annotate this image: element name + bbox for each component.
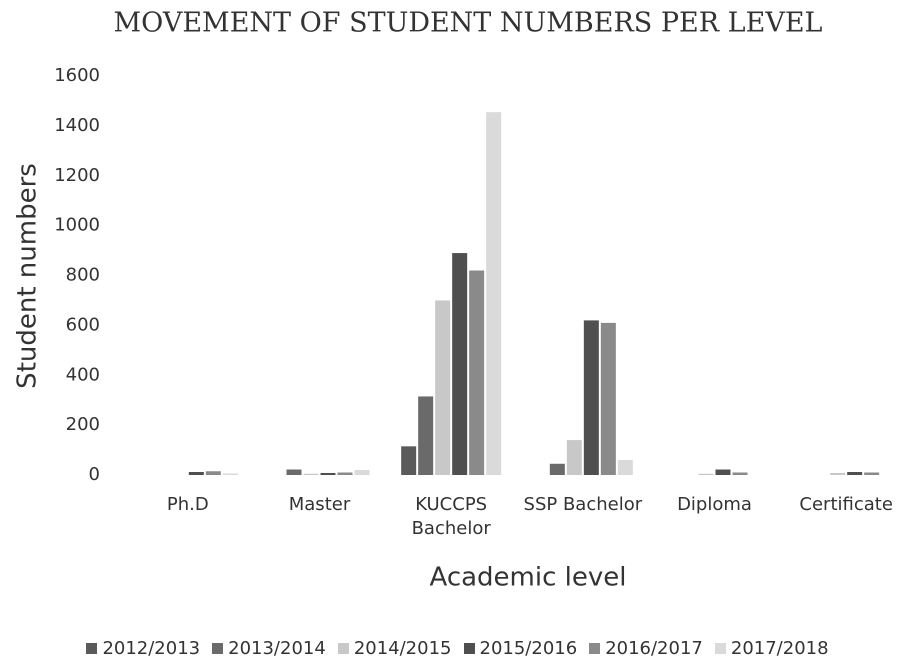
y-tick-label: 1200 (54, 165, 100, 186)
y-tick-label: 400 (66, 364, 100, 385)
bar (452, 253, 468, 475)
x-axis-label: Academic level (430, 563, 627, 593)
bar (600, 322, 616, 475)
legend-item: 2013/2014 (212, 638, 326, 659)
x-tick-label: Master (288, 494, 351, 515)
x-tick-label: Ph.D (166, 494, 209, 515)
y-tick-label: 200 (66, 414, 100, 435)
bar (864, 472, 880, 475)
legend-swatch (337, 643, 349, 654)
y-tick-label: 1000 (54, 215, 100, 236)
bar (732, 472, 748, 475)
legend-item: 2017/2018 (714, 638, 829, 659)
bar (435, 300, 451, 475)
x-tick-label: KUCCPS Bachelor (411, 494, 491, 539)
y-axis-label: Student numbers (13, 163, 43, 389)
legend-swatch (714, 643, 726, 654)
legend-swatch (212, 643, 224, 654)
x-tick-label: Diploma (677, 494, 752, 515)
x-tick-label: SSP Bachelor (523, 494, 643, 515)
legend-label: 2017/2018 (730, 638, 829, 659)
legend-label: 2014/2015 (353, 638, 452, 659)
bar (222, 473, 238, 475)
legend-label: 2015/2016 (479, 638, 578, 659)
legend-swatch (463, 643, 475, 654)
bar (320, 473, 336, 475)
bar (337, 472, 353, 475)
y-tick-label: 1400 (54, 115, 100, 136)
y-tick-label: 1600 (54, 65, 100, 86)
legend-item: 2014/2015 (337, 638, 452, 659)
bar (418, 396, 434, 475)
legend-swatch (589, 643, 601, 654)
y-tick-label: 800 (66, 265, 100, 286)
x-tick-label: Certificate (799, 494, 893, 515)
legend-swatch (86, 643, 98, 654)
y-tick-label: 600 (66, 314, 100, 335)
bar (486, 112, 502, 476)
chart-title: MOVEMENT OF STUDENT NUMBERS PER LEVEL (114, 8, 823, 39)
bar (469, 270, 485, 475)
legend-item: 2015/2016 (463, 638, 578, 659)
legend-item: 2016/2017 (589, 638, 703, 659)
bar (354, 470, 370, 475)
bar (188, 472, 204, 475)
bar (401, 446, 417, 475)
bar (830, 473, 846, 475)
bar (847, 472, 863, 475)
bar (566, 440, 582, 475)
bar (549, 463, 565, 475)
legend-label: 2016/2017 (605, 638, 703, 659)
legend-item: 2012/2013 (86, 638, 200, 659)
legend: 2012/2013 2013/2014 2014/2015 2015/2016 2016… (0, 638, 915, 659)
legend-label: 2013/2014 (228, 638, 326, 659)
y-tick-label: 0 (89, 464, 100, 485)
bar (583, 320, 599, 475)
bar (286, 469, 302, 475)
bar (715, 469, 731, 475)
bar (205, 471, 221, 475)
legend-label: 2012/2013 (102, 638, 201, 659)
bar (617, 460, 633, 475)
bar (303, 473, 319, 475)
bar (698, 473, 714, 475)
